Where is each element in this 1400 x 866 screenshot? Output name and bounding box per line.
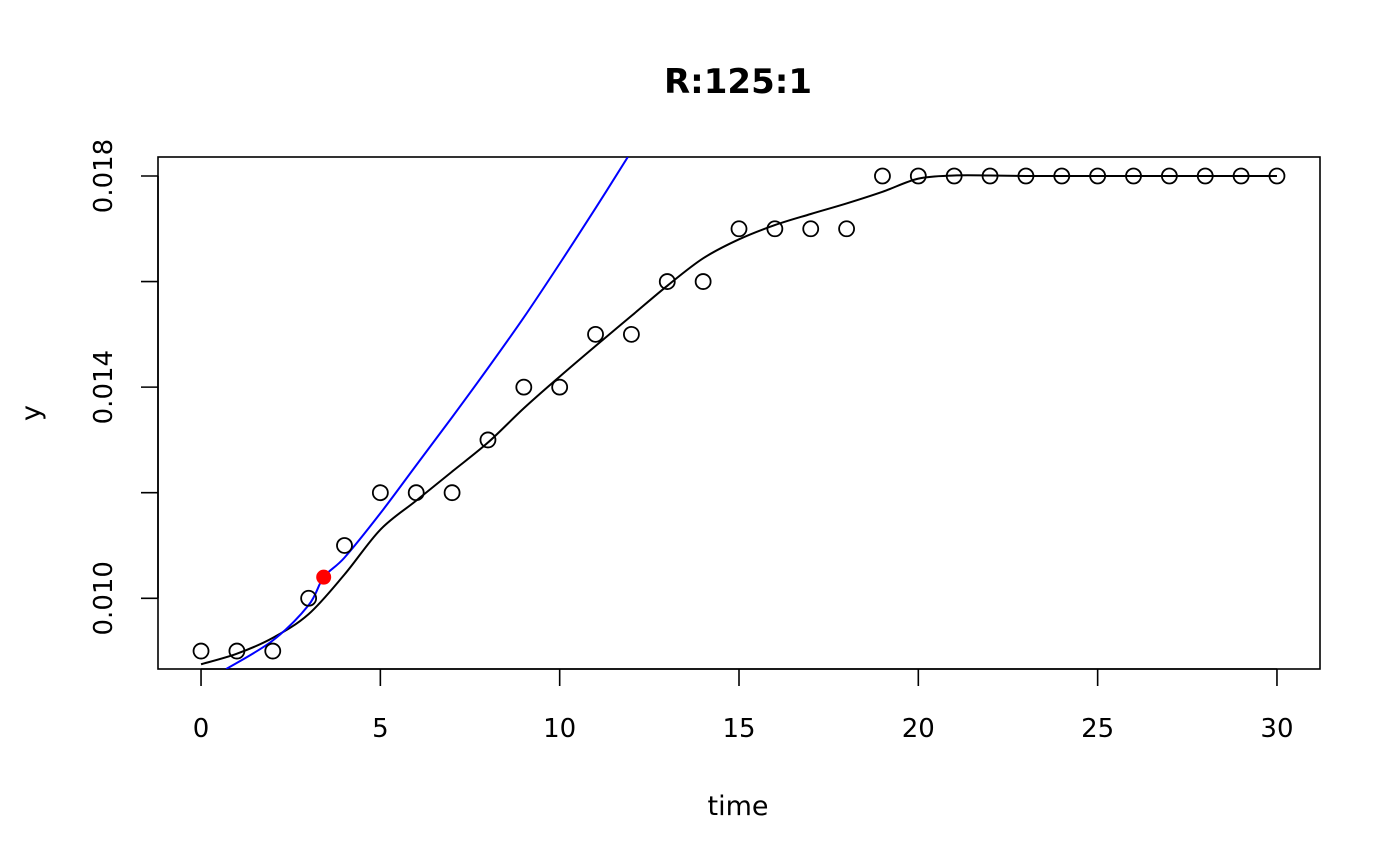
y-axis-label: y [16,405,47,421]
data-point [1268,167,1286,185]
data-point [802,220,820,238]
data-point [730,220,748,238]
data-point [658,273,676,290]
x-tick-label: 10 [543,714,576,744]
data-point [336,537,353,554]
data-point [766,220,784,238]
data-point [264,642,282,660]
x-tick-label: 20 [902,714,935,744]
plot-frame [157,156,1321,670]
data-point [407,484,425,502]
plot-area [192,157,1286,669]
data-point [874,167,891,185]
x-tick-label: 15 [722,714,755,744]
data-point [945,167,963,185]
data-point [371,484,389,502]
x-axis-label: time [707,791,768,822]
y-axis: 0.010 0.014 0.018 [89,139,159,635]
data-point [1232,167,1250,185]
data-point [228,642,246,660]
data-point [479,431,497,449]
data-point [1196,167,1214,185]
data-point [981,167,999,185]
y-tick-label: 0.010 [89,561,119,635]
data-point [551,378,569,396]
data-point [1017,167,1035,185]
data-point [623,325,640,343]
data-point [694,273,712,290]
highlight-point [316,569,332,585]
data-point [1089,167,1107,185]
x-tick-label: 5 [372,714,389,744]
chart-title: R:125:1 [664,62,812,102]
data-point [1125,167,1142,185]
data-point [587,325,604,343]
data-point [1160,167,1178,185]
fitted-tangent-curve [225,157,629,669]
data-point [192,642,210,660]
x-axis: 0 5 10 15 20 25 30 [193,668,1294,744]
y-tick-label: 0.018 [89,139,119,213]
x-tick-label: 30 [1260,714,1293,744]
data-point [515,378,533,396]
y-tick-label: 0.014 [89,350,119,424]
data-point [300,589,318,607]
data-point [909,167,927,185]
data-point [443,484,461,502]
x-tick-label: 25 [1081,714,1114,744]
data-point [838,220,855,238]
data-point [1053,167,1071,185]
smoothed-curve [200,174,1277,666]
x-tick-label: 0 [193,714,210,744]
